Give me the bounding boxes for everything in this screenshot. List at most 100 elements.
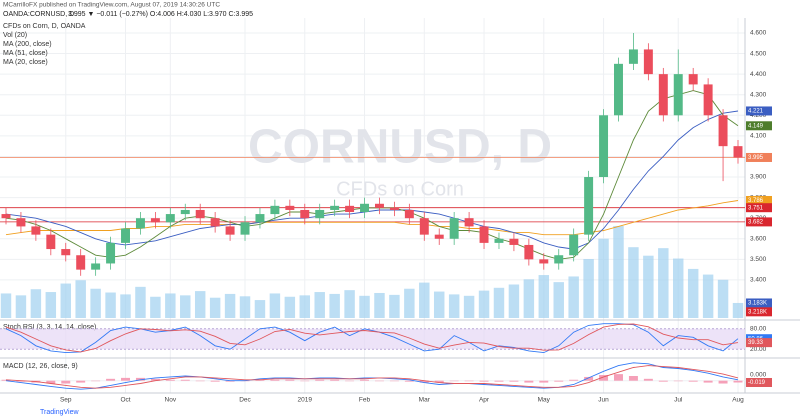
x-tick-label: Apr: [479, 397, 490, 404]
price-badge: [746, 203, 772, 213]
candle-body: [688, 74, 698, 85]
legend-subtitle: CFDs on Corn, D, OANDA: [3, 23, 86, 30]
macd-hist: [479, 380, 489, 382]
candle-body: [524, 244, 534, 260]
macd-title: MACD (12, 26, close, 9): [3, 363, 78, 370]
macd-hist: [165, 379, 175, 381]
volume-bar: [568, 276, 579, 318]
x-tick-label: 2019: [298, 397, 313, 404]
volume-bar: [90, 288, 101, 318]
macd-hist: [91, 380, 101, 382]
volume-bar: [419, 282, 430, 318]
macd-hist: [210, 380, 220, 382]
price-badge: [746, 217, 772, 227]
macd-hist: [703, 380, 713, 383]
volume-bar: [120, 294, 131, 318]
candle-body: [360, 203, 370, 213]
candle-body: [210, 218, 220, 227]
macd-hist: [584, 376, 594, 381]
volume-bar: [658, 248, 669, 318]
volume-bar: [732, 302, 744, 318]
volume-bar: [180, 295, 191, 318]
publisher: MCarrilloFX published on TradingView.com…: [3, 2, 220, 9]
candle-body: [628, 49, 638, 64]
volume-bar: [598, 238, 609, 318]
macd-hist: [718, 380, 728, 384]
volume-bar: [673, 258, 684, 318]
price-badge: [746, 152, 772, 162]
candle-body: [225, 226, 235, 235]
candle-body: [61, 249, 71, 256]
volume-bar: [105, 292, 116, 318]
candle-body: [434, 234, 444, 239]
price-badge-label: 3.786: [748, 198, 764, 204]
macd-hist: [404, 380, 414, 382]
volume-bar: [254, 300, 266, 318]
volume-bar: [717, 279, 729, 318]
macd-hist: [464, 380, 474, 382]
candle-body: [315, 209, 325, 219]
volume-bar: [0, 293, 12, 318]
candle-body: [584, 177, 594, 235]
candle-body: [614, 63, 623, 116]
legend-item: MA (20, close): [3, 59, 48, 66]
candle-body: [285, 205, 295, 210]
macd-hist: [569, 379, 579, 381]
volume-bar: [15, 295, 27, 318]
y-tick-label: 4.600: [750, 30, 767, 37]
stoch-line: [5, 323, 739, 354]
volume-bar: [389, 294, 400, 318]
macd-hist: [614, 374, 623, 381]
volume-bar: [508, 284, 520, 318]
legend-item: MA (51, close): [3, 50, 48, 57]
candle-body: [374, 203, 384, 208]
y-tick-label: 0.000: [750, 371, 767, 378]
macd-hist: [76, 380, 86, 383]
candle-body: [404, 209, 414, 219]
candle-body: [718, 115, 728, 147]
candle-body: [165, 214, 175, 223]
candle-body: [389, 207, 399, 210]
macd-hist: [225, 380, 235, 382]
volume-bar: [344, 290, 355, 318]
candle-body: [270, 205, 280, 215]
candle-body: [494, 238, 504, 243]
y-tick-label: 3.600: [750, 235, 767, 242]
quote: 3.995 ▼ −0.011 (−0.27%) O:4.006 H:4.030 …: [68, 11, 253, 18]
watermark-sub: CFDs on Corn: [336, 178, 464, 200]
volume-bar: [30, 289, 42, 318]
macd-hist: [554, 380, 564, 382]
macd-hist: [688, 380, 698, 382]
legend-volume: Vol (20): [3, 32, 27, 39]
x-tick-label: Dec: [239, 397, 251, 404]
macd-hist: [374, 380, 384, 382]
volume-bar: [493, 287, 505, 318]
y-tick-label: 4.500: [750, 50, 767, 57]
volume-bar: [135, 286, 146, 318]
stoch-title: Stoch RSI (3, 3, 14, 14, close): [3, 324, 96, 331]
macd-hist: [121, 377, 130, 381]
candle-body: [449, 218, 459, 239]
candle-body: [419, 218, 429, 235]
x-tick-label: Jul: [674, 397, 683, 404]
price-badge: [746, 106, 772, 116]
volume-bar: [239, 296, 251, 318]
macd-hist: [419, 380, 429, 383]
macd-hist: [673, 380, 683, 382]
macd-hist: [16, 380, 26, 382]
macd-hist: [150, 378, 160, 381]
candle-body: [195, 209, 205, 219]
macd-hist: [389, 380, 399, 382]
price-badge: [746, 377, 772, 387]
y-tick-label: 4.100: [750, 133, 767, 140]
candle-body: [76, 255, 86, 270]
price-badge: [746, 195, 772, 205]
candle-body: [539, 259, 549, 264]
volume-bar: [314, 292, 325, 318]
ma-line: [5, 110, 739, 250]
footer: TradingView: [40, 409, 79, 416]
candle-body: [345, 205, 355, 213]
volume-bar: [224, 293, 236, 318]
volume-bar: [404, 288, 415, 318]
